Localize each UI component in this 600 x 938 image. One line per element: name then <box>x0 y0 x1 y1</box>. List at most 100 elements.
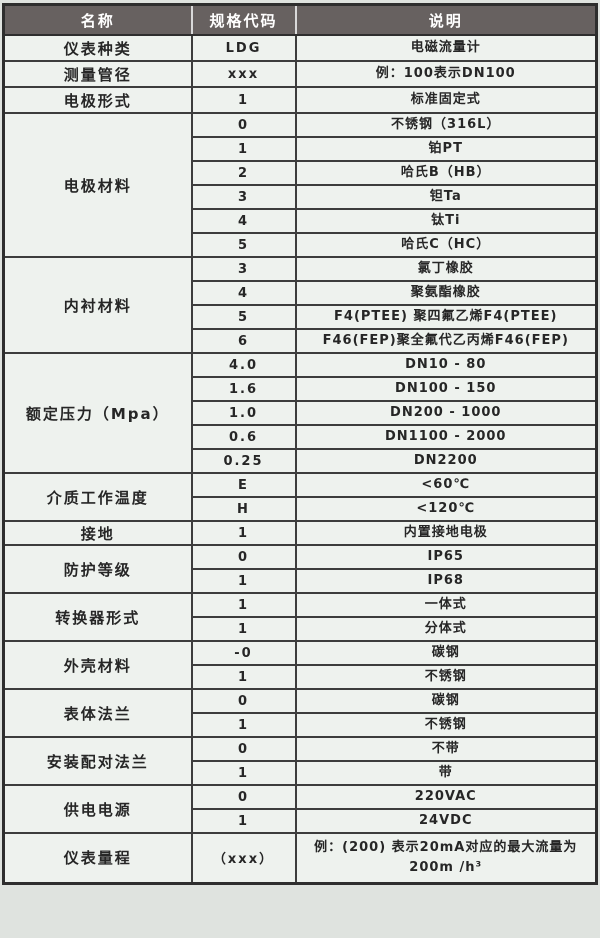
section-name-cell: 测量管径 <box>2 60 193 88</box>
table-row: 转换器形式 1 一体式 <box>2 592 598 642</box>
spec-code-cell: 0 <box>190 784 297 810</box>
spec-code-cell: 0 <box>190 688 297 714</box>
spec-desc-cell: 哈氏B（HB） <box>294 160 598 186</box>
spec-desc-cell: 一体式 <box>294 592 598 618</box>
table-row: 0.6 DN1100 - 2000 <box>4 424 598 450</box>
spec-code-cell: LDG <box>190 34 297 62</box>
table-row: 安装配对法兰 0 不带 <box>2 736 598 786</box>
section-name-cell: 接地 <box>2 520 193 546</box>
spec-desc-cell: 碳钢 <box>294 640 598 666</box>
section-name-cell: 电极形式 <box>2 86 193 114</box>
spec-desc-cell: 分体式 <box>294 616 598 642</box>
spec-desc-cell: DN10 - 80 <box>294 352 598 378</box>
spec-code-cell: 1 <box>190 808 297 834</box>
spec-code-cell: 1 <box>190 664 297 690</box>
table-row: 3 钽Ta <box>4 184 598 210</box>
table-row: 仪表量程 （xxx） 例：(200) 表示20mA对应的最大流量为200m /h³ <box>2 832 598 884</box>
spec-code-cell: 6 <box>190 328 297 354</box>
spec-code-cell: 1 <box>190 136 297 162</box>
spec-desc-cell: 标准固定式 <box>294 86 598 114</box>
spec-desc-cell: 氯丁橡胶 <box>294 256 598 282</box>
spec-desc-cell: DN200 - 1000 <box>294 400 598 426</box>
table-row: H <120℃ <box>4 496 598 522</box>
spec-desc-cell: 聚氨酯橡胶 <box>294 280 598 306</box>
spec-code-cell: 1 <box>190 712 297 738</box>
spec-code-cell: 1 <box>190 760 297 786</box>
spec-code-cell: 1.6 <box>190 376 297 402</box>
table-row: 接地 1 内置接地电极 <box>2 520 598 546</box>
section-name-cell: 安装配对法兰 <box>2 736 193 786</box>
spec-desc-cell: F4(PTEE) 聚四氟乙烯F4(PTEE) <box>294 304 598 330</box>
spec-desc-cell: 铂PT <box>294 136 598 162</box>
spec-code-cell: 1 <box>190 592 297 618</box>
spec-desc-cell: 电磁流量计 <box>294 34 598 62</box>
spec-desc-cell: 不锈钢（316L） <box>294 112 598 138</box>
column-header-name: 名称 <box>3 4 192 36</box>
table-row: 4 钛Ti <box>4 208 598 234</box>
section-name-cell: 仪表种类 <box>2 34 193 62</box>
spec-code-cell: 4.0 <box>190 352 297 378</box>
table-row: 介质工作温度 E <60℃ <box>2 472 598 522</box>
table-row: 供电电源 0 220VAC <box>2 784 598 834</box>
section-name-cell: 外壳材料 <box>2 640 193 690</box>
column-header-code: 规格代码 <box>190 4 296 36</box>
spec-code-cell: （xxx） <box>190 832 297 884</box>
header-row: 名称 规格代码 说明 <box>3 4 597 36</box>
spec-code-cell: 0.25 <box>190 448 297 474</box>
spec-desc-cell: DN100 - 150 <box>294 376 598 402</box>
table-row: 额定压力（Mpa） 4.0 DN10 - 80 <box>2 352 598 474</box>
table-row: 1.6 DN100 - 150 <box>4 376 598 402</box>
section-name-cell: 内衬材料 <box>2 256 193 354</box>
table-row: 内衬材料 3 氯丁橡胶 <box>2 256 598 354</box>
spec-desc-cell: 钽Ta <box>294 184 598 210</box>
spec-code-cell: 1.0 <box>190 400 297 426</box>
spec-code-cell: 1 <box>190 568 297 594</box>
spec-desc-cell: IP68 <box>294 568 598 594</box>
spec-code-cell: 5 <box>190 304 297 330</box>
spec-desc-cell: 不带 <box>294 736 598 762</box>
section-name-cell: 仪表量程 <box>2 832 193 884</box>
spec-desc-cell: 220VAC <box>294 784 598 810</box>
section-name-cell: 防护等级 <box>2 544 193 594</box>
section-name-cell: 额定压力（Mpa） <box>2 352 193 474</box>
table-row: 0.25 DN2200 <box>4 448 598 474</box>
spec-desc-cell: 例：(200) 表示20mA对应的最大流量为200m /h³ <box>294 832 598 884</box>
section-name-cell: 转换器形式 <box>2 592 193 642</box>
spec-code-cell: 5 <box>190 232 297 258</box>
table-row: 2 哈氏B（HB） <box>4 160 598 186</box>
spec-desc-cell: 碳钢 <box>294 688 598 714</box>
spec-table: 名称 规格代码 说明 仪表种类 LDG 电磁流量计 测量管径 xxx 例：100表示DN1… <box>2 3 598 885</box>
spec-code-cell: 0.6 <box>190 424 297 450</box>
table-row: 5 F4(PTEE) 聚四氟乙烯F4(PTEE) <box>4 304 598 330</box>
section-name-cell: 介质工作温度 <box>2 472 193 522</box>
spec-desc-cell: <120℃ <box>294 496 598 522</box>
table-row: 防护等级 0 IP65 <box>2 544 598 594</box>
spec-code-cell: 2 <box>190 160 297 186</box>
spec-desc-cell: 不锈钢 <box>294 664 598 690</box>
table-row: 6 F46(FEP)聚全氟代乙丙烯F46(FEP) <box>4 328 598 354</box>
spec-desc-cell: IP65 <box>294 544 598 570</box>
spec-desc-cell: <60℃ <box>294 472 598 498</box>
spec-desc-cell: DN2200 <box>294 448 598 474</box>
table-row: 4 聚氨酯橡胶 <box>4 280 598 306</box>
spec-code-cell: 1 <box>190 616 297 642</box>
spec-code-cell: 3 <box>190 184 297 210</box>
spec-code-cell: E <box>190 472 297 498</box>
spec-code-cell: 1 <box>190 520 297 546</box>
section-name-cell: 表体法兰 <box>2 688 193 738</box>
spec-desc-cell: 24VDC <box>294 808 598 834</box>
spec-code-cell: 4 <box>190 280 297 306</box>
spec-code-cell: 0 <box>190 736 297 762</box>
spec-code-cell: 0 <box>190 544 297 570</box>
spec-desc-cell: 不锈钢 <box>294 712 598 738</box>
table-row: 仪表种类 LDG 电磁流量计 <box>2 34 598 62</box>
table-row: 1 不锈钢 <box>4 664 598 690</box>
table-header: 名称 规格代码 说明 <box>3 4 597 36</box>
table-row: 1 铂PT <box>4 136 598 162</box>
column-header-desc: 说明 <box>294 4 597 36</box>
table-row: 测量管径 xxx 例：100表示DN100 <box>2 60 598 88</box>
spec-desc-cell: 钛Ti <box>294 208 598 234</box>
spec-code-cell: 0 <box>190 112 297 138</box>
spec-code-cell: H <box>190 496 297 522</box>
